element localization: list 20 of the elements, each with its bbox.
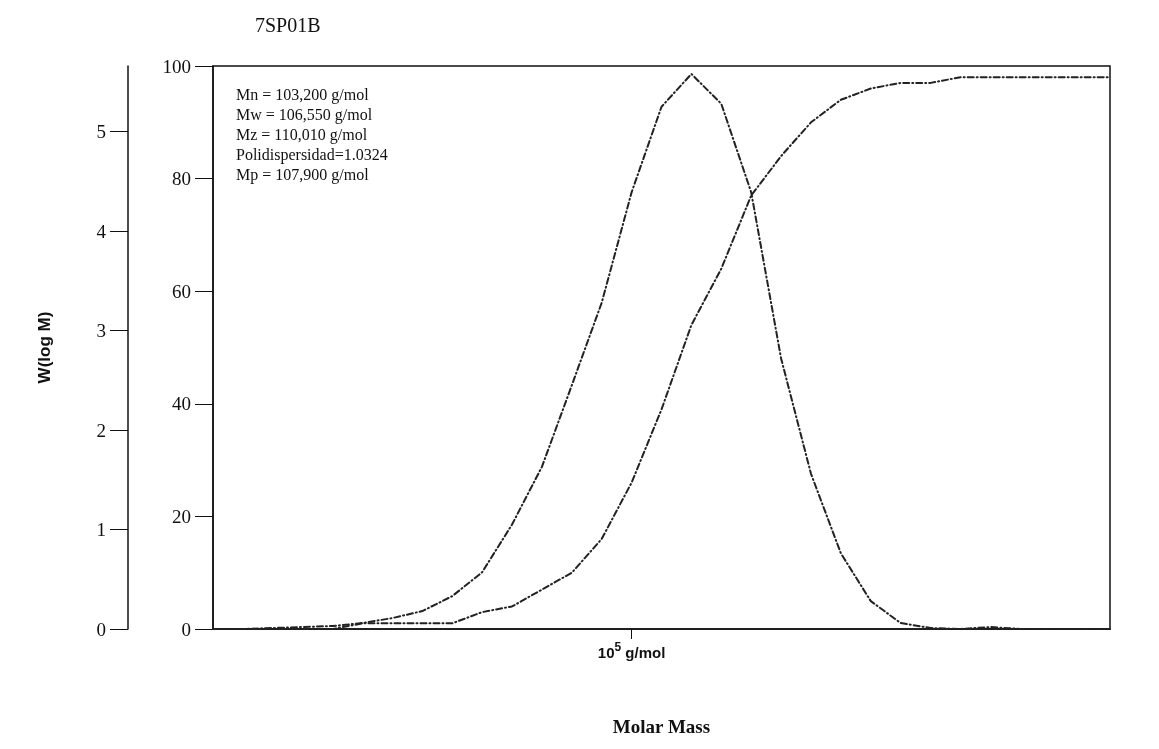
y2-tick-label: 80 [172,168,191,190]
y-tick-label: 5 [96,121,106,143]
annotation: Polidispersidad=1.0324 [236,145,388,164]
annotation: Mw = 106,550 g/mol [236,105,373,124]
annotation: Mp = 107,900 g/mol [236,165,370,184]
y2-tick-label: 0 [181,618,191,640]
y2-tick-label: 20 [172,505,191,527]
annotation: Mn = 103,200 g/mol [236,85,370,104]
y-tick-label: 0 [96,618,106,640]
y-tick-label: 3 [96,320,106,342]
y2-tick-label: 60 [172,280,191,302]
chart-title: 7SP01B [255,14,321,36]
y-axis-title: W(log M) [35,311,54,384]
y2-tick-label: 100 [162,55,191,77]
y-tick-label: 4 [96,220,107,242]
annotation: Mz = 110,010 g/mol [236,125,368,144]
y-tick-label: 1 [96,519,106,541]
y-tick-label: 2 [96,419,106,441]
y2-tick-label: 40 [172,393,191,415]
x-axis-title: Molar Mass [612,716,711,737]
